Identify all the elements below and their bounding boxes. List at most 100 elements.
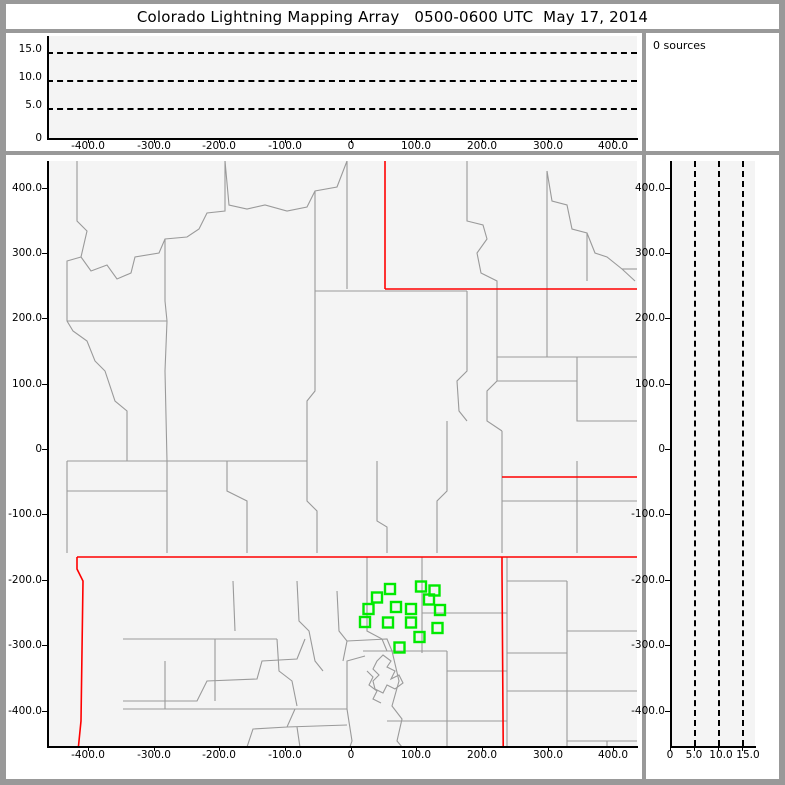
map-axis-x	[47, 746, 638, 748]
lma-station-marker	[381, 616, 395, 629]
top-ytick-label-10: 10.0	[18, 70, 42, 83]
map-ytick-100	[42, 384, 47, 386]
gridline-y-5	[47, 107, 637, 110]
lma-station-marker	[431, 621, 444, 635]
gridline-x-5	[694, 161, 696, 746]
right-ytick-label-n300: -300.0	[631, 639, 665, 651]
panel-altitude-vs-north-south: 400.0 300.0 200.0 100.0 0 -100.0 -200.0 …	[631, 155, 779, 779]
right-xtick-label-10: 10.0	[709, 749, 733, 761]
top-ytick-label-15: 15.0	[18, 42, 42, 55]
map-ytick-label-300: 300.0	[11, 247, 42, 259]
lma-station-marker	[370, 591, 384, 604]
lma-station-marker	[404, 616, 418, 629]
right-xtick-0	[670, 746, 672, 751]
map-graphic	[66, 161, 637, 746]
top-xtick-1	[154, 138, 156, 143]
right-ytick-label-400: 400.0	[634, 182, 665, 194]
right-xtick-10	[718, 746, 720, 751]
right-ytick-400	[665, 188, 670, 190]
gridline-y-10	[47, 79, 637, 82]
map-ytick-n200	[42, 580, 47, 582]
top-ytick-label-5: 5.0	[25, 98, 42, 111]
panel-altitude-vs-east-west: 0 5.0 10.0 15.0 -400.0 -300.0 -200.0 -10…	[6, 33, 642, 152]
right-ytick-n200	[665, 580, 670, 582]
map-xtick-0	[88, 746, 90, 751]
page-title: Colorado Lightning Mapping Array 0500-06…	[136, 7, 649, 26]
state-borders	[76, 161, 637, 746]
right-ytick-label-n400: -400.0	[631, 705, 665, 717]
top-axis-x	[47, 138, 638, 140]
right-ytick-100	[665, 384, 670, 386]
gridline-x-15	[742, 161, 744, 746]
map-ytick-label-400: 400.0	[11, 182, 42, 194]
map-xtick-3	[285, 746, 287, 751]
map-ytick-n300	[42, 645, 47, 647]
right-xtick-5	[694, 746, 696, 751]
map-xtick-label-4: 0	[347, 749, 355, 761]
source-count-label: 0 sources	[653, 39, 706, 52]
map-plot-area	[47, 161, 637, 746]
right-ytick-n300	[665, 645, 670, 647]
right-plot-area	[670, 161, 755, 746]
top-xtick-label-3: -100.0	[268, 140, 302, 152]
map-ytick-400	[42, 188, 47, 190]
map-xtick-2	[219, 746, 221, 751]
top-xtick-8	[613, 138, 615, 143]
right-ytick-200	[665, 318, 670, 320]
map-xtick-label-5: 100.0	[400, 749, 432, 761]
map-ytick-300	[42, 253, 47, 255]
map-xtick-label-0: -400.0	[71, 749, 105, 761]
map-xtick-8	[613, 746, 615, 751]
map-ytick-200	[42, 318, 47, 320]
title-bar: Colorado Lightning Mapping Array 0500-06…	[6, 4, 779, 29]
top-xtick-label-1: -300.0	[137, 140, 171, 152]
right-ytick-n400	[665, 711, 670, 713]
gridline-y-15	[47, 51, 637, 54]
right-xtick-label-0: 0	[666, 749, 674, 761]
map-ytick-0	[42, 449, 47, 451]
lma-station-marker	[383, 582, 397, 596]
lma-station-marker	[362, 602, 375, 616]
map-xtick-1	[154, 746, 156, 751]
map-ytick-label-n300: -300.0	[8, 639, 42, 651]
right-ytick-label-0: 0	[658, 443, 665, 455]
map-xtick-4	[351, 746, 353, 751]
map-ytick-label-200: 200.0	[11, 312, 42, 324]
right-ytick-0	[665, 449, 670, 451]
map-ytick-label-100: 100.0	[11, 378, 42, 390]
map-ytick-label-0: 0	[35, 443, 42, 455]
map-xtick-label-6: 200.0	[466, 749, 498, 761]
top-xtick-label-0: -400.0	[71, 140, 105, 152]
lma-station-markers	[358, 580, 447, 654]
panel-plan-view-map: 400.0 300.0 200.0 100.0 0 -100.0 -200.0 …	[6, 155, 642, 779]
map-xtick-5	[416, 746, 418, 751]
lma-station-marker	[358, 615, 372, 629]
right-ytick-label-n100: -100.0	[631, 508, 665, 520]
lma-station-marker	[433, 603, 447, 617]
map-ytick-n400	[42, 711, 47, 713]
map-xtick-label-3: -100.0	[268, 749, 302, 761]
map-xtick-label-7: 300.0	[532, 749, 564, 761]
county-borders	[66, 161, 637, 746]
right-axis-y	[670, 161, 672, 747]
top-xtick-5	[416, 138, 418, 143]
right-xtick-15	[742, 746, 744, 751]
right-xtick-label-15: 15.0	[736, 749, 760, 761]
right-ytick-n100	[665, 514, 670, 516]
map-xtick-6	[482, 746, 484, 751]
right-xtick-label-5: 5.0	[685, 749, 703, 761]
map-xtick-label-1: -300.0	[137, 749, 171, 761]
top-xtick-label-8: 400.0	[597, 140, 629, 152]
map-ytick-n100	[42, 514, 47, 516]
top-xtick-label-6: 200.0	[466, 140, 498, 152]
right-ytick-label-300: 300.0	[634, 247, 665, 259]
map-xtick-label-2: -200.0	[202, 749, 236, 761]
top-xtick-label-5: 100.0	[400, 140, 432, 152]
top-xtick-6	[482, 138, 484, 143]
lma-station-marker	[404, 602, 418, 616]
top-xtick-label-4: 0	[347, 140, 355, 152]
right-ytick-label-100: 100.0	[634, 378, 665, 390]
lma-station-marker	[389, 600, 403, 614]
lma-station-marker	[414, 580, 428, 593]
